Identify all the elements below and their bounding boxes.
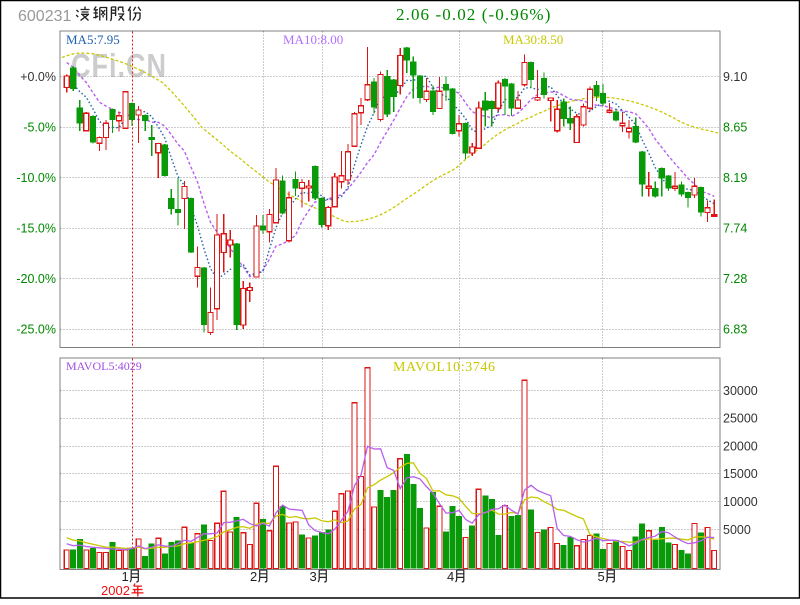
svg-text:600231: 600231 [18,8,71,25]
svg-text:6.83: 6.83 [723,323,747,337]
svg-text:5: 5 [598,569,605,584]
svg-text:+0.0%: +0.0% [20,70,56,84]
svg-text:5000: 5000 [723,523,751,537]
svg-text:MAVOL5:4029: MAVOL5:4029 [66,359,142,373]
svg-text:2002: 2002 [101,583,130,598]
svg-text:7.74: 7.74 [723,222,747,236]
svg-text:-25.0%: -25.0% [16,323,56,337]
svg-text:8.19: 8.19 [723,171,747,185]
svg-text:MA10:8.00: MA10:8.00 [283,32,343,47]
svg-text:20000: 20000 [723,439,758,453]
svg-text:2: 2 [250,569,257,584]
svg-text:15000: 15000 [723,467,758,481]
svg-text:MA30:8.50: MA30:8.50 [503,32,563,47]
svg-text:10000: 10000 [723,495,758,509]
svg-text:2.06 -0.02 (-0.96%): 2.06 -0.02 (-0.96%) [396,5,551,24]
svg-text:-10.0%: -10.0% [16,171,56,185]
svg-text:7.28: 7.28 [723,272,747,286]
svg-text:30000: 30000 [723,384,758,398]
svg-text:3: 3 [310,569,317,584]
svg-text:25000: 25000 [723,412,758,426]
svg-text:9.10: 9.10 [723,70,747,84]
svg-text:4: 4 [447,569,454,584]
svg-text:CFi.CN: CFi.CN [71,48,167,84]
svg-text:-5.0%: -5.0% [23,121,56,135]
svg-text:MAVOL10:3746: MAVOL10:3746 [393,360,496,375]
svg-text:-15.0%: -15.0% [16,222,56,236]
svg-text:MA5:7.95: MA5:7.95 [66,32,120,47]
svg-text:8.65: 8.65 [723,121,747,135]
svg-text:-20.0%: -20.0% [16,272,56,286]
svg-text:1: 1 [122,569,129,584]
